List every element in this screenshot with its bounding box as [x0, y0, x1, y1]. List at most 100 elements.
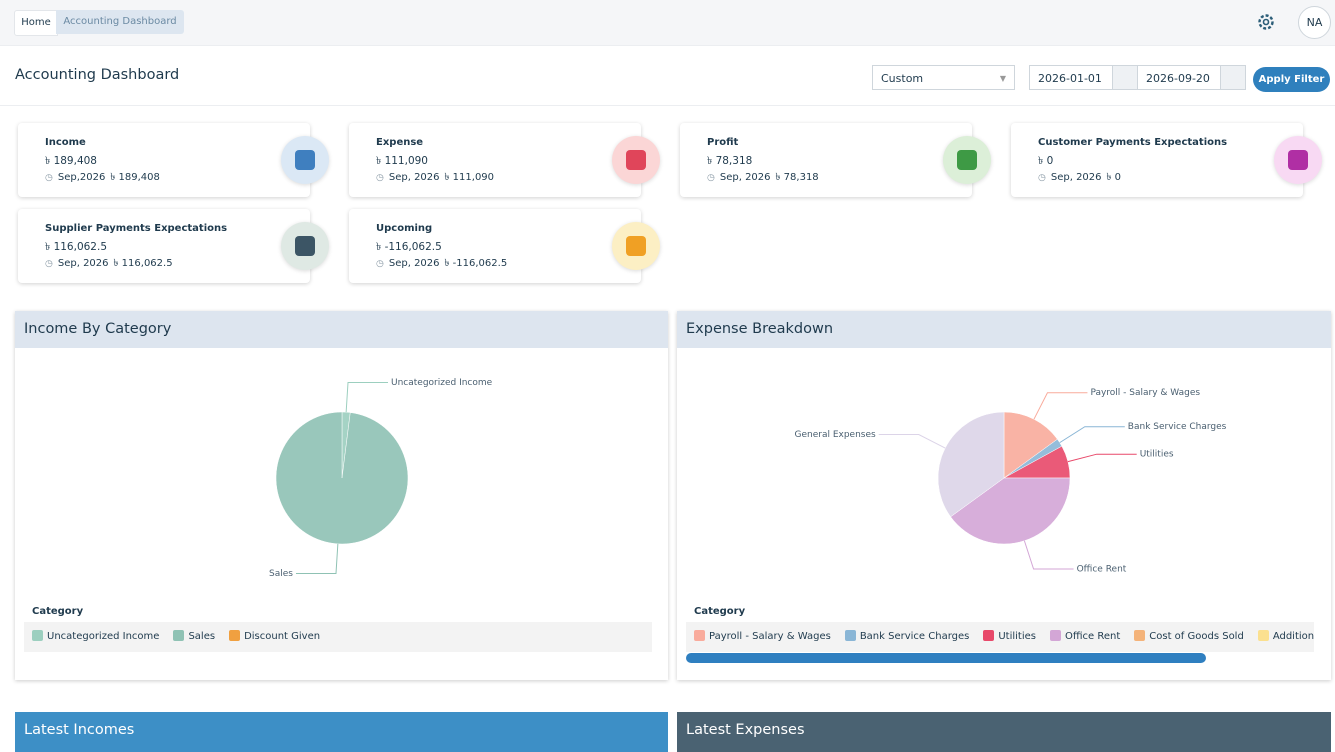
legend-swatch	[1134, 630, 1146, 641]
legend-label: Cost of Goods Sold	[1149, 631, 1244, 642]
top-bar	[0, 0, 1335, 46]
legend: Uncategorized Income Sales Discount Given	[24, 622, 652, 652]
card-period: Sep, 2026	[388, 172, 440, 183]
card-period-row: ◷ Sep, 2026 ৳ 0	[1038, 170, 1121, 187]
icon-glyph	[295, 150, 315, 170]
slice-label: General Expenses	[795, 430, 877, 440]
clock-icon: ◷	[376, 259, 384, 269]
card-period: Sep, 2026	[1050, 172, 1102, 183]
summary-card: Upcoming ৳ -116,062.5 ◷ Sep, 2026 ৳ -116,062…	[349, 209, 641, 283]
card-period: Sep, 2026	[388, 258, 440, 269]
legend-title: Category	[32, 606, 84, 617]
card-title: Supplier Payments Expectations	[45, 223, 228, 234]
card-period-amount: ৳ 78,318	[775, 172, 819, 183]
legend-label: Sales	[188, 631, 216, 642]
card-amount: ৳ 116,062.5	[45, 241, 108, 253]
settings-icon[interactable]	[1256, 12, 1276, 32]
pie-slice	[275, 411, 409, 545]
icon-glyph	[626, 236, 646, 256]
card-period-amount: ৳ 116,062.5	[113, 258, 173, 269]
start-date[interactable]: 2026-01-01	[1029, 65, 1138, 90]
icon-glyph	[957, 150, 977, 170]
card-amount: ৳ 0	[1038, 155, 1054, 167]
card-title: Customer Payments Expectations	[1038, 137, 1228, 148]
income-chart-panel: Income By Category Uncategorized Income S…	[15, 311, 668, 680]
dropdown-arrow: ▼	[999, 74, 1006, 83]
card-title: Expense	[376, 137, 424, 148]
icon-glyph	[626, 150, 646, 170]
legend-label: Discount Given	[244, 631, 321, 642]
card-title: Income	[45, 137, 86, 148]
slice-label: Bank Service Charges	[1128, 422, 1227, 432]
card-period-row: ◷ Sep, 2026 ৳ -116,062.5	[376, 256, 507, 273]
card-icon	[281, 222, 329, 270]
breadcrumb-current: Accounting Dashboard	[56, 10, 184, 34]
slice-label: Uncategorized Income	[391, 378, 493, 388]
table-header: Latest Incomes	[15, 712, 668, 752]
legend-swatch	[1257, 630, 1269, 641]
legend: Payroll - Salary & Wages Bank Service Cha…	[686, 622, 1314, 652]
slice-label: Utilities	[1140, 450, 1174, 460]
legend-label: Office Rent	[1064, 631, 1121, 642]
summary-card: Profit ৳ 78,318 ◷ Sep, 2026 ৳ 78,318	[680, 123, 972, 197]
slice-label: Sales	[269, 569, 293, 579]
card-period-row: ◷ Sep,2026 ৳ 189,408	[45, 170, 160, 187]
divider	[0, 105, 1335, 106]
card-period: Sep,2026	[57, 172, 106, 183]
summary-card: Supplier Payments Expectations ৳ 116,062.…	[18, 209, 310, 283]
avatar[interactable]: NA	[1298, 6, 1331, 39]
card-icon	[943, 136, 991, 184]
legend-swatch	[1049, 630, 1061, 641]
period-value: Custom	[881, 72, 924, 85]
legend-title: Category	[694, 606, 746, 617]
slice-label: Payroll - Salary & Wages	[1090, 388, 1200, 398]
calendar-icon[interactable]	[1220, 66, 1245, 89]
card-period-amount: ৳ 189,408	[110, 172, 160, 183]
card-title: Upcoming	[376, 223, 433, 234]
clock-icon: ◷	[1038, 173, 1046, 183]
summary-card: Income ৳ 189,408 ◷ Sep,2026 ৳ 189,408	[18, 123, 310, 197]
pie-slice	[950, 477, 1071, 545]
card-amount: ৳ 189,408	[45, 155, 97, 167]
clock-icon: ◷	[376, 173, 384, 183]
card-period-row: ◷ Sep, 2026 ৳ 116,062.5	[45, 256, 173, 273]
legend-label: Utilities	[998, 631, 1036, 642]
panel-title: Income By Category	[15, 311, 668, 348]
card-period-row: ◷ Sep, 2026 ৳ 111,090	[376, 170, 494, 187]
leader-line	[1033, 392, 1088, 420]
period-select[interactable]: Custom ▼	[872, 65, 1015, 90]
card-period-amount: ৳ -116,062.5	[444, 258, 508, 269]
leader-line	[878, 434, 946, 449]
card-period-row: ◷ Sep, 2026 ৳ 78,318	[707, 170, 819, 187]
table-header: Latest Expenses	[677, 712, 1331, 752]
apply-filter-button[interactable]: Apply Filter	[1253, 67, 1330, 92]
pie-slice	[937, 411, 1005, 518]
card-period-amount: ৳ 0	[1106, 172, 1122, 183]
icon-glyph	[295, 236, 315, 256]
breadcrumb-home[interactable]: Home	[14, 10, 58, 36]
pie-chart: Payroll - Salary & Wages Bank Service Cha…	[795, 388, 1227, 574]
page-title: Accounting Dashboard	[15, 67, 180, 83]
legend-swatch	[844, 630, 856, 641]
card-icon	[612, 222, 660, 270]
summary-card: Customer Payments Expectations ৳ 0 ◷ Sep, 2…	[1011, 123, 1303, 197]
start-date-value: 2026-01-01	[1038, 72, 1102, 85]
leader-line	[295, 543, 339, 575]
card-amount: ৳ 111,090	[376, 155, 428, 167]
card-icon	[281, 136, 329, 184]
scrollbar[interactable]	[686, 653, 1206, 663]
leader-line	[345, 381, 389, 413]
card-period: Sep, 2026	[719, 172, 771, 183]
clock-icon: ◷	[45, 173, 53, 183]
calendar-icon[interactable]	[1112, 66, 1137, 89]
icon-glyph	[1288, 150, 1308, 170]
card-title: Profit	[707, 137, 739, 148]
legend-swatch	[173, 630, 185, 641]
end-date[interactable]: 2026-09-20	[1137, 65, 1246, 90]
card-icon	[612, 136, 660, 184]
card-amount: ৳ -116,062.5	[376, 241, 442, 253]
pie-chart: Uncategorized Income Sales	[269, 378, 493, 579]
legend-swatch	[694, 630, 705, 641]
